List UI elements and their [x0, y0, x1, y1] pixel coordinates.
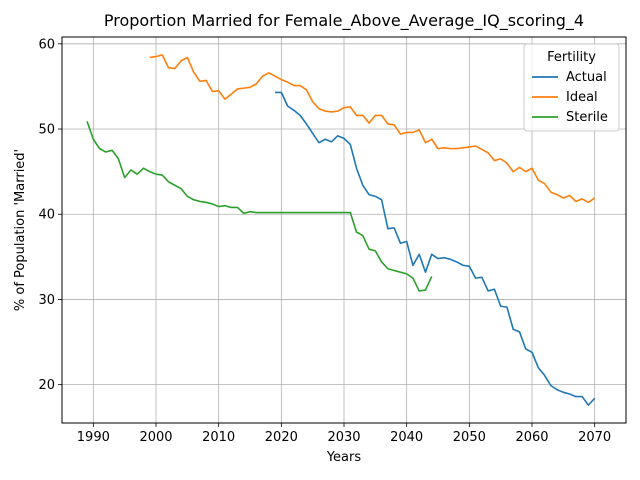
- legend-label-sterile: Sterile: [566, 110, 608, 125]
- y-tick-label: 40: [38, 208, 55, 223]
- y-tick-label: 30: [38, 293, 55, 308]
- legend-entries: Actual Ideal Sterile: [532, 70, 608, 125]
- y-tick-label: 60: [38, 37, 55, 52]
- legend-box: [523, 43, 620, 132]
- x-tick-label: 2040: [390, 430, 423, 445]
- legend-label-actual: Actual: [566, 70, 607, 85]
- series-line-sterile: [86, 121, 433, 292]
- y-tick-label: 20: [38, 378, 55, 393]
- x-axis-label: Years: [326, 450, 362, 465]
- x-tick-label: 2070: [578, 430, 611, 445]
- chart-title: Proportion Married for Female_Above_Aver…: [104, 11, 584, 31]
- series-line-ideal: [149, 54, 596, 204]
- legend: Fertility Actual Ideal Sterile: [523, 43, 620, 132]
- series-lines: [86, 54, 596, 406]
- legend-label-ideal: Ideal: [566, 90, 598, 105]
- series-line-actual: [275, 91, 596, 406]
- y-tick-label: 50: [38, 123, 55, 138]
- legend-title: Fertility: [547, 50, 596, 65]
- y-axis-label: % of Population 'Married': [13, 149, 28, 311]
- x-tick-label: 2010: [202, 430, 235, 445]
- axis-ticks: 1990 2000 2010 2020 2030 2040 2050 2060 20702030…: [38, 37, 611, 445]
- x-tick-label: 2000: [139, 430, 172, 445]
- x-tick-label: 2020: [265, 430, 298, 445]
- x-tick-label: 1990: [77, 430, 110, 445]
- x-tick-label: 2050: [453, 430, 486, 445]
- x-tick-label: 2060: [515, 430, 548, 445]
- x-tick-label: 2030: [327, 430, 360, 445]
